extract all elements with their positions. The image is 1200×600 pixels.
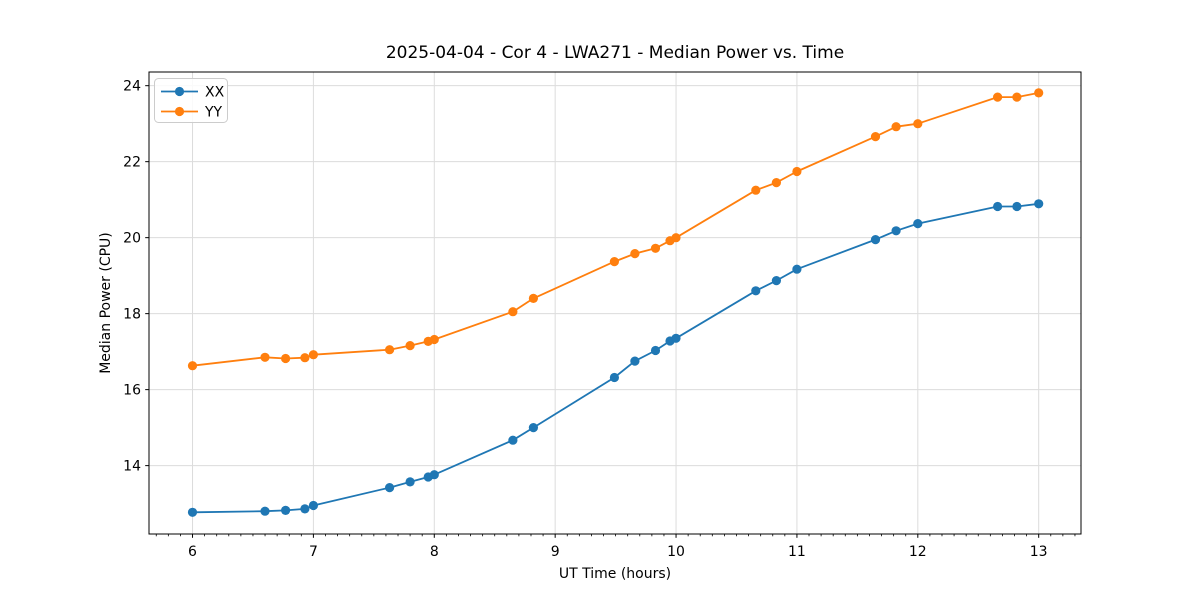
x-tick-label: 6 — [188, 544, 197, 560]
series-yy-point — [1034, 88, 1044, 98]
series-xx-point — [650, 345, 661, 356]
series-xx-point — [771, 276, 782, 286]
series-yy-point — [609, 257, 620, 267]
x-axis-label: UT Time (hours) — [559, 566, 671, 582]
series-yy-point — [671, 233, 681, 243]
series-xx-point — [891, 226, 901, 236]
series-yy-point — [528, 293, 539, 303]
series-layer — [187, 88, 1044, 517]
series-yy-line — [191, 92, 1040, 367]
tick-layer: 6 7 8 9 10 11 12 13 14 16 18 20 22 24 — [123, 79, 1076, 560]
y-tick-label: 22 — [123, 155, 141, 171]
x-tick-label: 8 — [430, 544, 439, 560]
x-tick-label: 7 — [309, 544, 318, 560]
series-yy-point — [385, 345, 395, 355]
series-yy-point — [308, 350, 318, 360]
series-xx-point — [508, 435, 518, 445]
x-tick-label: 10 — [667, 544, 685, 560]
series-yy-point — [429, 334, 439, 345]
y-tick-label: 14 — [123, 459, 141, 475]
series-yy-point — [187, 361, 198, 371]
series-xx-point — [1012, 201, 1022, 212]
series-xx-point — [870, 235, 881, 245]
series-xx-point — [187, 507, 198, 517]
y-axis-label: Median Power (CPU) — [98, 232, 114, 374]
series-xx-point — [1034, 199, 1044, 209]
series-xx-point — [671, 333, 681, 343]
x-tick-label: 13 — [1030, 544, 1048, 560]
series-yy-point — [870, 132, 881, 142]
series-xx-point — [609, 372, 620, 383]
legend-marker-xx — [174, 86, 185, 97]
y-tick-label: 16 — [123, 383, 141, 399]
x-tick-label: 12 — [909, 544, 927, 560]
series-yy-point — [260, 352, 270, 362]
series-yy-point — [508, 307, 518, 317]
series-xx-point — [429, 470, 439, 480]
series-xx-point — [385, 483, 395, 493]
series-yy-point — [751, 185, 761, 195]
series-xx-point — [260, 506, 270, 516]
series-yy-point — [913, 119, 923, 129]
plot-border — [148, 71, 1082, 535]
series-xx-point — [405, 477, 415, 487]
y-tick-label: 18 — [123, 307, 141, 323]
x-tick-label: 11 — [788, 544, 806, 560]
series-xx-point — [300, 504, 310, 514]
series-yy-point — [650, 243, 661, 253]
series-yy-point — [792, 166, 802, 177]
grid-layer — [149, 72, 1081, 534]
series-xx-point — [792, 264, 802, 274]
series-xx-point — [281, 505, 291, 515]
legend-label-yy: YY — [204, 105, 223, 121]
series-yy-point — [891, 122, 901, 132]
x-tick-label: 9 — [551, 544, 560, 560]
series-yy-point — [405, 341, 415, 351]
series-xx-point — [751, 286, 761, 296]
series-xx-point — [913, 219, 923, 229]
series-yy-point — [300, 353, 310, 363]
series-yy-point — [1012, 92, 1022, 102]
legend: XX YY — [154, 78, 228, 123]
series-xx-point — [993, 201, 1003, 212]
y-tick-label: 24 — [123, 79, 141, 95]
series-xx-point — [630, 356, 640, 366]
legend-label-xx: XX — [205, 85, 225, 101]
series-yy-point — [630, 249, 640, 259]
series-yy-point — [993, 92, 1003, 102]
series-yy-point — [771, 178, 782, 188]
series-yy-point — [281, 353, 291, 364]
series-xx-point — [308, 500, 318, 511]
legend-marker-yy — [174, 106, 185, 117]
y-tick-label: 20 — [123, 231, 141, 247]
series-xx-point — [528, 423, 539, 433]
chart-title: 2025-04-04 - Cor 4 - LWA271 - Median Pow… — [386, 43, 844, 63]
